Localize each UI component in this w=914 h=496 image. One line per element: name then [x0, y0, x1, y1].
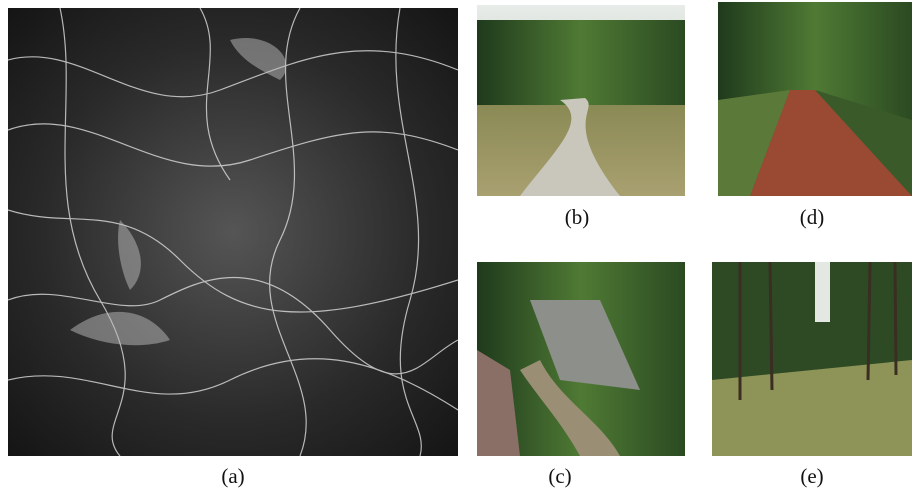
- panel-caption: (a): [221, 464, 244, 488]
- panel-a-image: [8, 8, 458, 456]
- panel-e-image: [712, 261, 912, 456]
- panel-caption: (b): [565, 205, 590, 229]
- panel-d-image: [718, 2, 912, 196]
- panel-caption: (d): [800, 205, 825, 229]
- panel-c-image: [477, 262, 685, 456]
- panel-b-image: [477, 5, 685, 196]
- panel-caption: (c): [548, 464, 571, 488]
- panel-caption: (e): [800, 464, 823, 488]
